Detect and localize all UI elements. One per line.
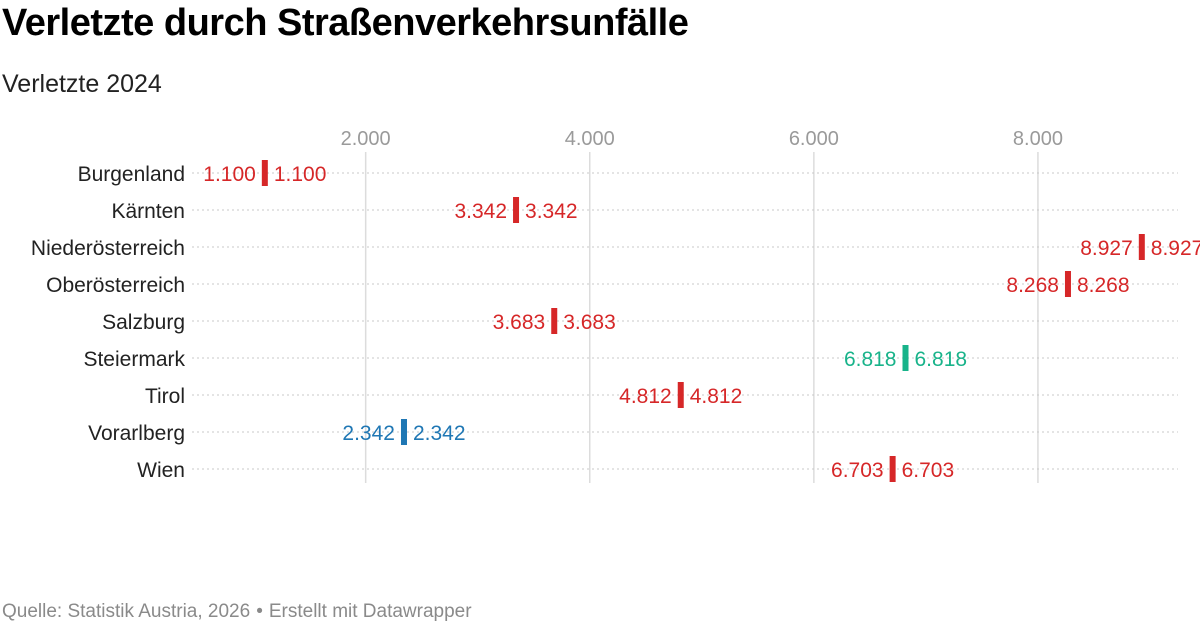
- category-label: Burgenland: [78, 163, 185, 186]
- value-label-right: 6.818: [915, 348, 968, 371]
- x-tick-label: 2.000: [341, 128, 391, 150]
- chart-title: Verletzte durch Straßenverkehrsunfälle: [2, 2, 689, 44]
- credit-note: Erstellt mit Datawrapper: [268, 601, 472, 622]
- value-label-left: 1.100: [203, 163, 256, 186]
- category-label: Oberösterreich: [46, 274, 185, 297]
- value-label-left: 4.812: [619, 385, 672, 408]
- category-label: Vorarlberg: [88, 422, 185, 445]
- range-marker: [1064, 271, 1071, 297]
- range-marker: [677, 382, 684, 408]
- value-label-left: 8.268: [1006, 274, 1059, 297]
- category-label: Steiermark: [83, 348, 185, 371]
- value-label-left: 6.703: [831, 459, 884, 482]
- value-label-right: 8.927: [1151, 237, 1200, 260]
- value-label-left: 6.818: [844, 348, 897, 371]
- category-label: Salzburg: [102, 311, 185, 334]
- value-label-right: 2.342: [413, 422, 466, 445]
- chart-subtitle: Verletzte 2024: [2, 70, 162, 98]
- range-marker: [261, 160, 268, 186]
- value-label-right: 1.100: [274, 163, 327, 186]
- range-marker: [902, 345, 909, 371]
- category-label: Wien: [137, 459, 185, 482]
- x-tick-label: 4.000: [565, 128, 615, 150]
- chart-footer: Quelle: Statistik Austria, 2026 • Erstellt…: [2, 601, 472, 623]
- value-label-left: 8.927: [1080, 237, 1133, 260]
- value-label-left: 3.342: [454, 200, 507, 223]
- range-marker: [1138, 234, 1145, 260]
- value-label-left: 2.342: [342, 422, 395, 445]
- value-label-right: 3.342: [525, 200, 578, 223]
- category-label: Kärnten: [111, 200, 185, 223]
- category-label: Niederösterreich: [31, 237, 185, 260]
- category-label: Tirol: [145, 385, 185, 408]
- value-label-left: 3.683: [493, 311, 546, 334]
- footer-separator: •: [256, 601, 263, 622]
- value-label-right: 3.683: [563, 311, 616, 334]
- x-tick-label: 8.000: [1013, 128, 1063, 150]
- source-note: Quelle: Statistik Austria, 2026: [2, 601, 251, 622]
- range-marker: [551, 308, 558, 334]
- value-label-right: 8.268: [1077, 274, 1130, 297]
- value-label-right: 4.812: [690, 385, 743, 408]
- range-marker: [400, 419, 407, 445]
- range-marker: [513, 197, 520, 223]
- range-marker: [889, 456, 896, 482]
- value-label-right: 6.703: [902, 459, 955, 482]
- range-plot: 2.000 4.000 6.000 8.000 Burgenland 1.100 1.100…: [31, 128, 1200, 483]
- x-tick-label: 6.000: [789, 128, 839, 150]
